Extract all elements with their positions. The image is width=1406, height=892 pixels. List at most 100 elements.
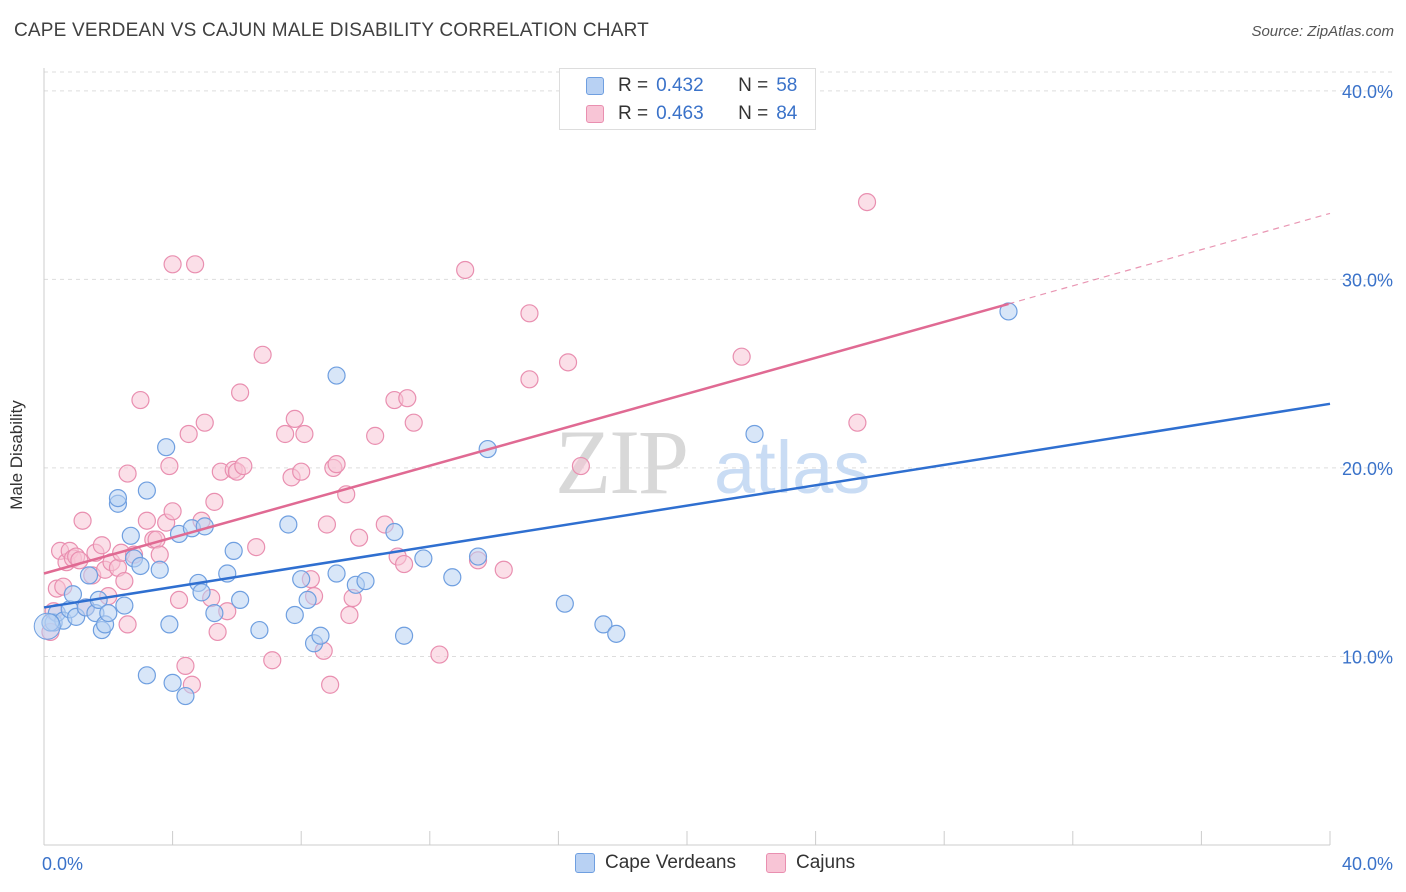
cape-verdeans-point xyxy=(137,666,156,685)
cape-verdeans-point xyxy=(356,571,375,591)
cajuns-point xyxy=(317,515,337,534)
cajuns-point xyxy=(340,605,359,625)
cape-verdeans-point xyxy=(607,624,626,643)
cape-verdeans-point xyxy=(63,585,83,604)
cape-verdeans-point xyxy=(555,594,574,613)
chart-title: CAPE VERDEAN VS CAJUN MALE DISABILITY CO… xyxy=(14,20,649,41)
cajuns-point xyxy=(398,389,417,408)
cajuns-trend-extension xyxy=(1008,212,1331,305)
cape-verdeans-points xyxy=(33,302,1018,706)
cajuns-point xyxy=(163,255,182,274)
cajuns-point xyxy=(520,370,539,389)
cajuns-point xyxy=(195,413,214,432)
cajuns-point xyxy=(263,651,282,670)
cajuns-point xyxy=(208,622,227,642)
cajuns-point xyxy=(571,456,591,476)
watermark: ZIP atlas xyxy=(555,411,870,513)
x-tick-label: 40.0% xyxy=(1342,854,1393,874)
cape-verdeans-point xyxy=(394,626,414,645)
cajuns-point xyxy=(366,426,385,445)
cajuns-point xyxy=(295,424,314,444)
tick-labels: 10.0% 20.0% 30.0% 40.0% 0.0% 40.0% xyxy=(42,82,1393,874)
cajuns-point xyxy=(327,455,346,474)
cape-verdeans-point xyxy=(443,568,462,587)
cape-verdeans-point xyxy=(327,564,346,583)
cape-verdeans-point xyxy=(250,620,269,640)
x-tick-label: 0.0% xyxy=(42,854,83,874)
cape-verdeans-point xyxy=(192,583,211,602)
cajuns-point xyxy=(848,413,867,432)
cape-verdeans-point xyxy=(327,366,346,385)
gridlines xyxy=(44,71,1394,657)
cajuns-point xyxy=(137,511,156,530)
cajuns-point xyxy=(321,675,340,694)
source-label: Source: ZipAtlas.com xyxy=(1251,23,1394,40)
legend-item-cajuns[interactable]: Cajuns xyxy=(766,852,855,874)
legend-row-cajuns: R = 0.463 N = 84 xyxy=(586,103,797,125)
cajuns-point xyxy=(253,345,272,364)
watermark-atlas: atlas xyxy=(714,426,870,509)
series-legend: Cape Verdeans Cajuns xyxy=(575,852,885,874)
cajuns-point xyxy=(131,390,150,410)
legend-swatch-blue xyxy=(575,853,595,873)
cape-verdeans-point xyxy=(999,302,1018,321)
cajuns-point xyxy=(394,554,414,574)
cape-verdeans-point xyxy=(292,570,311,589)
cape-verdeans-point xyxy=(414,549,433,568)
cajuns-point xyxy=(92,536,111,555)
y-tick-label: 40.0% xyxy=(1342,82,1393,102)
cajuns-point xyxy=(520,304,539,323)
cape-verdeans-point xyxy=(231,590,250,610)
cape-verdeans-point xyxy=(176,686,195,706)
cajuns-point xyxy=(179,424,198,444)
legend-swatch-pink xyxy=(766,853,786,873)
cajuns-point xyxy=(430,645,449,664)
cajuns-trend-line xyxy=(43,302,1009,575)
cajuns-point xyxy=(231,383,250,402)
cajuns-point xyxy=(205,492,224,511)
cajuns-point xyxy=(247,538,266,557)
cajuns-point xyxy=(169,590,189,610)
r-value: 0.432 xyxy=(656,75,704,96)
cape-verdeans-point xyxy=(108,488,128,508)
cape-verdeans-point xyxy=(99,603,118,623)
stats-legend: R = 0.432 N = 58 R = 0.463 N = 84 xyxy=(559,68,816,130)
cape-verdeans-point xyxy=(385,522,404,542)
n-label: N = xyxy=(738,75,769,96)
cape-verdeans-point xyxy=(311,626,330,645)
cajuns-point xyxy=(160,456,179,476)
cajuns-point xyxy=(115,571,134,591)
cajuns-point xyxy=(292,462,311,481)
cajuns-point xyxy=(186,255,205,274)
n-value: 58 xyxy=(776,75,798,96)
cajuns-point xyxy=(456,260,475,280)
cajuns-point xyxy=(349,528,369,547)
cape-verdeans-point xyxy=(224,541,243,560)
legend-item-cape-verdeans[interactable]: Cape Verdeans xyxy=(575,852,736,874)
cape-verdeans-point xyxy=(745,424,764,444)
legend-label: Cajuns xyxy=(796,852,856,873)
trend-lines xyxy=(43,212,1331,609)
cape-verdeans-point xyxy=(160,615,179,634)
cape-verdeans-point xyxy=(157,438,176,457)
cajuns-point xyxy=(732,347,751,366)
legend-swatch-pink xyxy=(586,105,604,123)
cape-verdeans-point xyxy=(163,673,182,692)
cajuns-points xyxy=(41,192,877,694)
n-label: N = xyxy=(738,103,769,124)
cajuns-point xyxy=(150,545,169,564)
axes xyxy=(43,68,1331,846)
cajuns-point xyxy=(494,560,513,579)
cajuns-point xyxy=(118,615,137,634)
cajuns-point xyxy=(857,192,877,212)
cape-verdeans-point xyxy=(137,481,156,500)
cape-verdeans-cluster-point xyxy=(33,612,61,640)
r-label: R = xyxy=(618,75,649,96)
y-tick-label: 20.0% xyxy=(1342,459,1393,479)
legend-label: Cape Verdeans xyxy=(605,852,736,873)
cajuns-point xyxy=(163,502,182,521)
cape-verdeans-point xyxy=(205,603,224,623)
cape-verdeans-point xyxy=(285,605,304,625)
cape-verdeans-point xyxy=(115,596,134,615)
